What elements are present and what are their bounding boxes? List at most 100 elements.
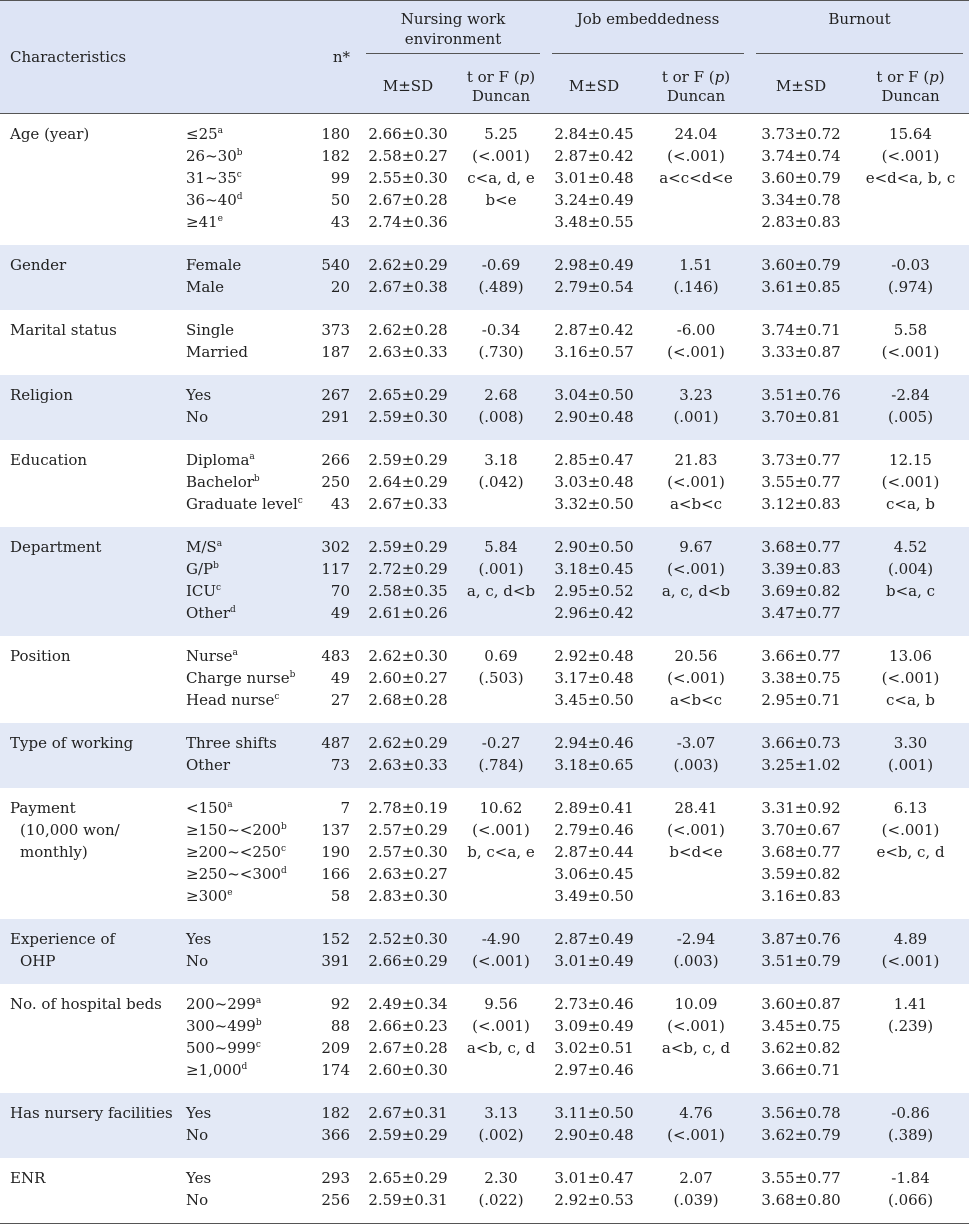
category-text: 31~35 <box>186 169 237 187</box>
header-group-job-embeddedness: Job embeddedness <box>546 1 750 62</box>
je-msd-cell-line: 3.06±0.45 <box>554 865 634 883</box>
nwe-msd-cell: 2.62±0.28 2.63±0.33 <box>360 310 456 375</box>
n-cell: 373 187 <box>316 310 360 375</box>
nwe-msd-cell: 2.52±0.30 2.66±0.29 <box>360 919 456 984</box>
nwe-msd-cell-line: 2.60±0.27 <box>368 669 448 687</box>
n-cell-line: 209 <box>321 1039 350 1057</box>
je-stat-cell: 4.76 (<.001) <box>642 1093 750 1158</box>
nwe-msd-cell-line: 2.52±0.30 <box>368 930 448 948</box>
bo-msd-cell-line: 3.62±0.79 <box>761 1126 841 1144</box>
category-text: ≥1,000 <box>186 1061 242 1079</box>
nwe-stat-cell-line: (<.001) <box>472 952 530 970</box>
nwe-stat-cell-line: 9.56 <box>484 995 518 1013</box>
category-superscript: e <box>227 888 233 898</box>
characteristic-cell-line: Experience of <box>10 930 116 948</box>
je-stat-cell-line: (.001) <box>673 408 719 426</box>
je-stat-cell-line: 4.76 <box>679 1104 713 1122</box>
bo-stat-cell-line: -0.03 <box>891 256 930 274</box>
nwe-stat-cell-line: (<.001) <box>472 147 530 165</box>
je-msd-cell-line: 2.90±0.48 <box>554 408 634 426</box>
characteristic-cell: Marital status <box>0 310 176 375</box>
je-msd-cell-line: 3.24±0.49 <box>554 191 634 209</box>
stat-prefix: t or F ( <box>466 67 520 86</box>
category-text: 200~299 <box>186 995 256 1013</box>
nwe-msd-cell-line: 2.57±0.29 <box>368 821 448 839</box>
nwe-stat-cell-line: (.001) <box>478 560 524 578</box>
characteristic-cell-line: No. of hospital beds <box>10 995 162 1013</box>
category-text: Female <box>186 256 242 274</box>
category-label: Head nursec <box>186 689 316 711</box>
je-msd-cell-line: 2.97±0.46 <box>554 1061 634 1079</box>
je-msd-cell-line: 2.84±0.45 <box>554 125 634 143</box>
n-cell: 540 20 <box>316 245 360 310</box>
n-cell-line: 137 <box>321 821 350 839</box>
je-msd-cell-line: 2.96±0.42 <box>554 604 634 622</box>
header-je-msd: M±SD <box>568 77 620 96</box>
nwe-stat-cell-line: 0.69 <box>484 647 518 665</box>
stat-suffix: ) <box>724 67 731 86</box>
je-msd-cell: 3.04±0.50 2.90±0.48 <box>546 375 642 440</box>
n-cell-line: 70 <box>330 582 350 600</box>
nwe-msd-cell: 2.59±0.29 2.72±0.29 2.58±0.35 2.61±0.26 <box>360 527 456 636</box>
je-msd-cell: 2.94±0.46 3.18±0.65 <box>546 723 642 788</box>
nwe-msd-cell-line: 2.67±0.33 <box>368 495 448 513</box>
n-cell: 487 73 <box>316 723 360 788</box>
characteristic-cell: Education <box>0 440 176 527</box>
category-text: 500~999 <box>186 1039 256 1057</box>
category-label: ≥150~<200b <box>186 819 316 841</box>
category-superscript: c <box>216 583 222 593</box>
nwe-msd-cell-line: 2.64±0.29 <box>368 473 448 491</box>
nwe-msd-cell-line: 2.61±0.26 <box>368 604 448 622</box>
je-msd-cell-line: 2.87±0.49 <box>554 930 634 948</box>
nwe-stat-cell: -0.69 (.489) <box>456 245 546 310</box>
nwe-msd-cell-line: 2.68±0.28 <box>368 691 448 709</box>
bo-msd-cell: 3.31±0.92 3.70±0.67 3.68±0.77 3.59±0.82 3.16… <box>750 788 852 919</box>
nwe-stat-cell-line: (.022) <box>478 1191 524 1209</box>
bo-stat-cell-line: (<.001) <box>881 147 940 165</box>
category-text: ≥300 <box>186 887 228 905</box>
je-stat-cell-line: 10.09 <box>674 995 718 1013</box>
bo-stat-cell-line: e<b, c, d <box>876 843 945 861</box>
n-cell-line: 27 <box>330 691 350 709</box>
nwe-stat-cell-line: a<b, c, d <box>466 1039 536 1057</box>
category-text: G/P <box>186 560 214 578</box>
category-label: Yes <box>186 928 316 950</box>
n-cell-line: 187 <box>321 343 350 361</box>
bo-msd-cell-line: 3.69±0.82 <box>761 582 841 600</box>
characteristic-cell-line: Position <box>10 647 71 665</box>
bo-msd-cell-line: 3.38±0.75 <box>761 669 841 687</box>
nwe-stat-cell-line: (.503) <box>478 669 524 687</box>
nwe-msd-cell-line: 2.67±0.38 <box>368 278 448 296</box>
nwe-msd-cell-line: 2.66±0.23 <box>368 1017 448 1035</box>
nwe-stat-cell-line: (.008) <box>478 408 524 426</box>
je-stat-cell-line: a<b<c <box>669 691 723 709</box>
header-group-2-label: Job embeddedness <box>576 10 720 28</box>
characteristic-cell: Department <box>0 527 176 636</box>
n-cell: 266 250 43 <box>316 440 360 527</box>
n-cell-line: 43 <box>330 213 350 231</box>
bo-msd-cell: 3.60±0.87 3.45±0.75 3.62±0.82 3.66±0.71 <box>750 984 852 1093</box>
category-label: 26~30b <box>186 145 316 167</box>
category-label: Yes <box>186 1102 316 1124</box>
bo-msd-cell-line: 3.68±0.80 <box>761 1191 841 1209</box>
je-stat-cell: 24.04 (<.001) a<c<d<e <box>642 114 750 246</box>
je-stat-cell-line: 20.56 <box>674 647 718 665</box>
n-cell-line: 291 <box>321 408 350 426</box>
bo-stat-cell-line: (<.001) <box>881 821 940 839</box>
bo-stat-cell-line: (.001) <box>887 756 934 774</box>
nwe-msd-cell-line: 2.55±0.30 <box>368 169 448 187</box>
nwe-stat-cell-line: 2.30 <box>484 1169 518 1187</box>
n-cell-line: 58 <box>330 887 350 905</box>
je-stat-cell-line: b<d<e <box>669 843 723 861</box>
je-msd-cell-line: 2.90±0.50 <box>554 538 634 556</box>
nwe-msd-cell-line: 2.63±0.27 <box>368 865 448 883</box>
je-stat-cell-line: (.146) <box>673 278 719 296</box>
table-row: Type of working Three shifts Other 487 73 2.6… <box>0 723 969 788</box>
je-stat-cell-line: (<.001) <box>667 560 725 578</box>
je-msd-cell-line: 2.87±0.42 <box>554 321 634 339</box>
stat-suffix: ) <box>938 67 945 86</box>
n-cell: 92 88 209 174 <box>316 984 360 1093</box>
bo-msd-cell-line: 3.55±0.77 <box>761 1169 841 1187</box>
category-superscript: b <box>289 670 296 680</box>
category-text: Yes <box>186 1169 212 1187</box>
